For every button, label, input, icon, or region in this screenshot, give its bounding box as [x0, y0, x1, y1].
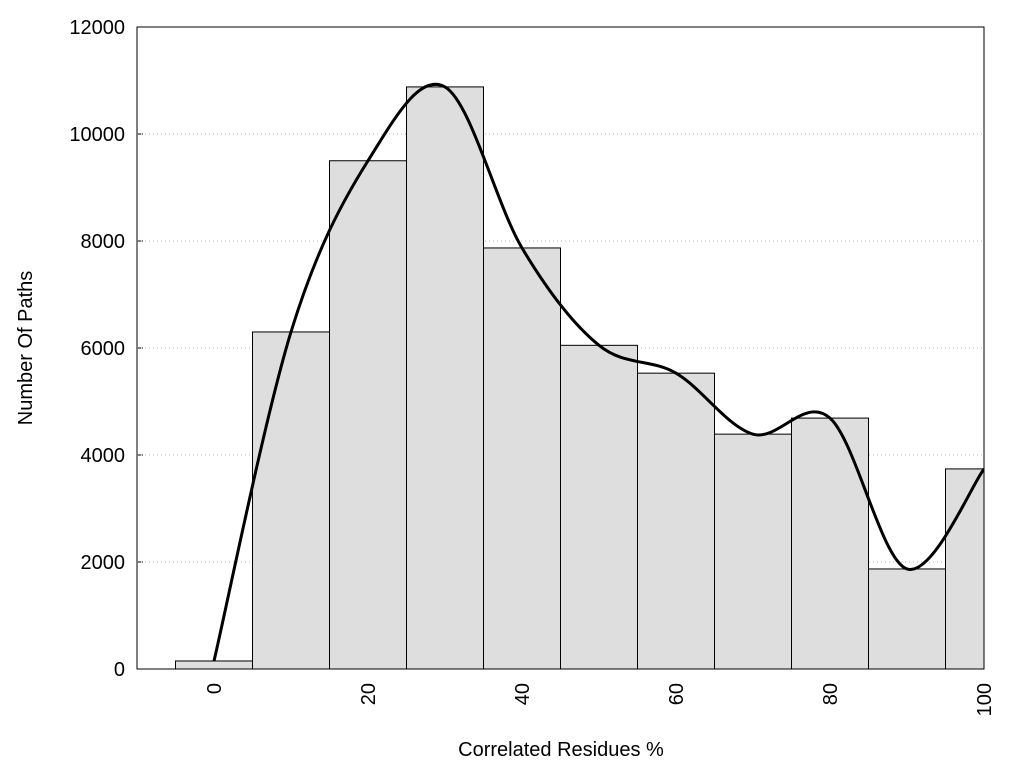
- plot: [175, 83, 984, 669]
- bar: [791, 417, 869, 669]
- x-tick-label: 100: [974, 683, 996, 716]
- plot-frame: [136, 26, 985, 670]
- density-curve: [212, 83, 984, 662]
- x-tick-label: 80: [820, 683, 842, 705]
- x-axis-label: Correlated Residues %: [458, 739, 664, 761]
- bar: [406, 86, 484, 669]
- y-axis-label: Number Of Paths: [15, 271, 37, 426]
- bar: [175, 660, 253, 669]
- bar: [714, 433, 792, 669]
- y-tick-label: 2000: [81, 552, 126, 574]
- y-tick-label: 10000: [69, 124, 125, 146]
- x-tick-label: 20: [358, 683, 380, 705]
- y-tick-label: 12000: [69, 17, 125, 39]
- y-tick-label: 8000: [81, 231, 126, 253]
- y-tick-label: 4000: [81, 445, 126, 467]
- x-tick-label: 40: [512, 683, 534, 705]
- x-tick-label: 60: [666, 683, 688, 705]
- bar: [483, 247, 561, 669]
- x-tick-label: 0: [204, 683, 226, 694]
- y-tick-label: 0: [114, 659, 125, 681]
- y-tick-label: 6000: [81, 338, 126, 360]
- bar: [637, 372, 715, 669]
- bar: [329, 160, 407, 669]
- bar: [252, 331, 330, 669]
- bar: [868, 568, 946, 669]
- bar: [560, 344, 638, 669]
